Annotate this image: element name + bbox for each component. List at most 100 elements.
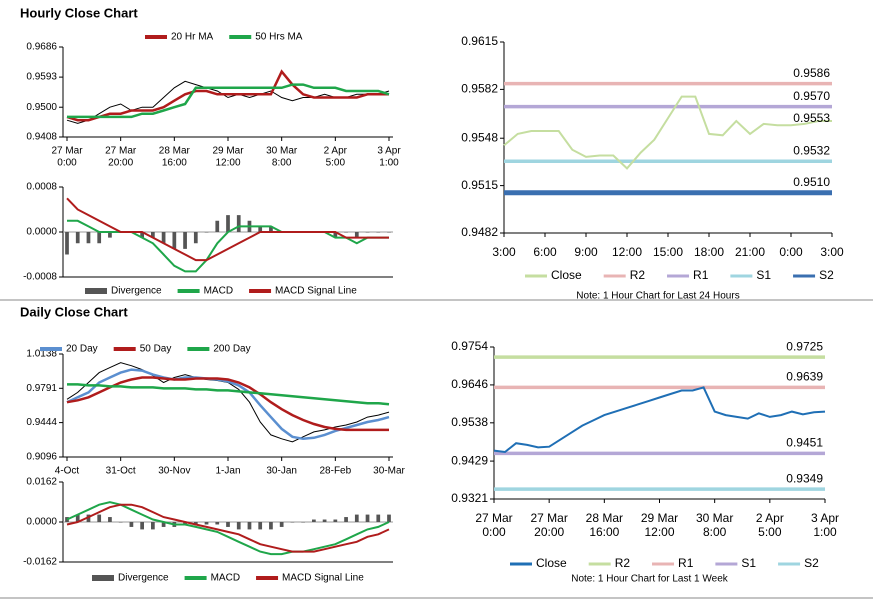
x-tick-label: 16:00 [589,525,619,539]
y-tick-label: 0.0000 [26,227,57,238]
x-tick-label: 0:00 [779,245,803,259]
y-tick-label: 0.9096 [26,452,57,463]
legend-label: MACD Signal Line [282,573,364,584]
divergence-bar [65,232,69,255]
divergence-bar [365,232,370,233]
divergence-bar [151,522,155,530]
y-tick-label: 0.9754 [451,339,488,353]
legend-label: S1 [741,556,756,570]
macd-line [66,197,389,262]
y-tick-label: 0.0162 [26,477,57,488]
x-tick-label: 2 Apr [324,146,348,157]
divergence-bar [97,514,102,522]
divergence-bar [226,215,230,232]
divergence-bar [269,226,273,232]
divergence-bar [183,232,187,249]
divergence-bar [65,517,69,522]
divergence-bar [118,522,123,523]
divergence-bar [172,232,177,249]
section-title: Hourly Close Chart [20,5,138,20]
divergence-bar [161,522,166,527]
legend-label: R2 [630,268,646,282]
x-tick-label: 5:00 [326,158,346,169]
divergence-bar [140,232,144,238]
divergence-bar [258,226,263,232]
divergence-bar [344,232,348,233]
divergence-bar [75,514,80,522]
divergence-bar [247,522,252,530]
legend-label: 20 Day [66,344,98,355]
section-title: Daily Close Chart [20,304,128,319]
x-tick-label: 3:00 [820,245,844,259]
legend-label: 50 Day [140,344,172,355]
x-tick-label: 16:00 [162,158,187,169]
y-tick-label: 0.9593 [26,72,57,83]
legend-label: 200 Day [213,344,250,355]
divergence-bar [161,232,166,244]
x-tick-label: 29 Mar [212,146,244,157]
ma-line [66,368,390,441]
y-tick-label: 0.9500 [26,102,57,113]
divergence-bar [108,517,112,522]
x-tick-label: 0:00 [482,525,506,539]
y-tick-label: 0.9429 [451,453,488,467]
y-tick-label: -0.0162 [23,557,57,568]
divergence-bar [86,232,91,244]
divergence-bar [301,522,305,523]
macd-line [66,503,390,553]
ma-line [67,83,390,119]
ma-line [66,69,389,122]
divergence-bar [269,522,273,530]
x-tick-label: 20:00 [108,158,133,169]
divergence-bar [129,522,134,527]
legend-label: Divergence [111,286,162,297]
y-tick-label: 0.9444 [26,417,57,428]
x-tick-label: 31-Oct [106,466,136,477]
divergence-bar [204,522,209,525]
divergence-bar [333,232,338,238]
y-tick-label: 0.0008 [26,182,57,193]
divergence-bar [322,519,327,522]
x-tick-label: 0:00 [57,158,77,169]
legend-swatch [92,575,114,581]
divergence-bar [151,232,155,238]
level-label: 0.9570 [793,89,830,103]
x-tick-label: 28-Feb [319,466,351,477]
last-value-label: 0.9553 [793,111,830,125]
ma-line [66,376,389,432]
level-label: 0.9532 [793,143,830,157]
y-tick-label: -0.0008 [23,272,57,283]
y-tick-label: 0.9538 [451,415,488,429]
x-tick-label: 4-Oct [55,466,80,477]
y-tick-label: 0.9582 [461,82,498,96]
level-label: 0.9725 [786,339,823,353]
x-tick-label: 1:00 [813,525,837,539]
x-tick-label: 8:00 [703,525,727,539]
x-tick-label: 30 Mar [696,511,733,525]
x-tick-label: 9:00 [574,245,598,259]
x-tick-label: 21:00 [735,245,765,259]
divergence-bar [140,522,144,530]
level-label: 0.9451 [786,436,823,450]
y-tick-label: 0.0000 [26,517,57,528]
divergence-bar [108,232,112,238]
legend-label: Close [536,556,567,570]
x-tick-label: 29 Mar [641,511,678,525]
y-tick-label: 0.9791 [26,383,57,394]
divergence-bar [387,514,391,522]
x-tick-label: 27 Mar [51,146,83,157]
x-tick-label: 1:00 [379,158,399,169]
level-label: 0.9586 [793,66,830,80]
divergence-bar [279,522,284,527]
y-tick-label: 0.9615 [461,34,498,48]
x-tick-label: 28 Mar [159,146,191,157]
chart-note: Note: 1 Hour Chart for Last 24 Hours [576,291,739,302]
divergence-bar [236,215,241,232]
divergence-bar [226,522,230,527]
legend-label: R2 [615,556,631,570]
ma-line [67,383,390,406]
legend-label: MACD [204,286,233,297]
legend-label: Close [551,268,582,282]
divergence-bar [312,519,316,522]
